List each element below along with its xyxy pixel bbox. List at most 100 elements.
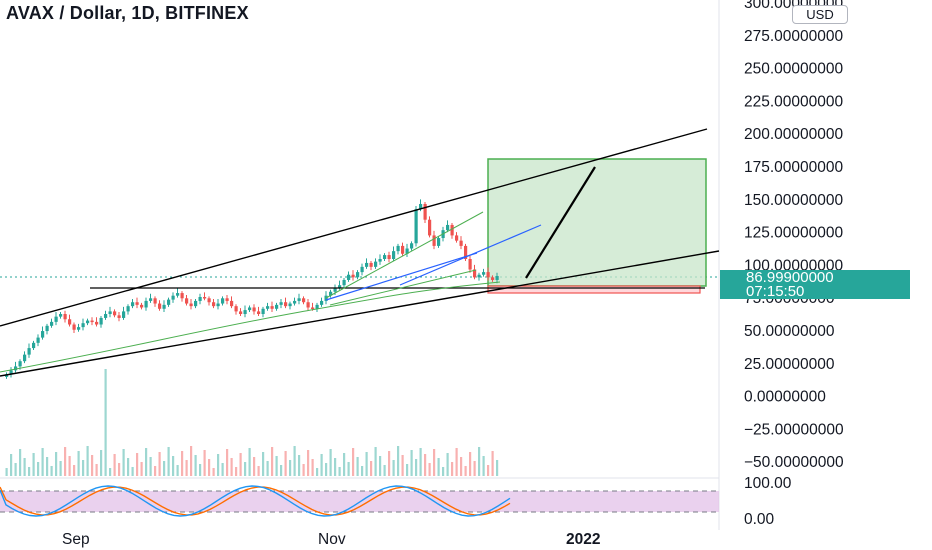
candle — [261, 308, 265, 315]
volume-bar — [55, 452, 58, 476]
candle — [495, 276, 499, 280]
price-tick-label: 125.00000000 — [744, 225, 844, 242]
volume-bar — [248, 448, 251, 476]
volume-bar — [14, 463, 17, 476]
candle — [392, 251, 396, 259]
volume-bar — [325, 463, 328, 476]
stoch-rsi-pane — [0, 485, 719, 517]
time-tick-label: Sep — [62, 531, 90, 548]
volume-bar — [28, 467, 31, 476]
volume-bar — [293, 446, 296, 476]
candle — [68, 319, 72, 325]
candle — [95, 321, 99, 325]
volume-bar — [352, 448, 355, 476]
volume-bar — [415, 459, 418, 476]
candle — [401, 245, 405, 254]
drawing-lines — [0, 128, 720, 377]
volume-bar — [172, 456, 175, 476]
target-zone — [487, 158, 707, 287]
candle — [108, 311, 112, 315]
candle — [176, 293, 180, 296]
volume-bar — [77, 451, 80, 476]
volume-bar — [100, 450, 103, 476]
candle — [113, 311, 117, 316]
candle — [171, 295, 175, 300]
volume-bar — [239, 453, 242, 476]
volume-bar — [347, 462, 350, 476]
candle — [306, 302, 310, 308]
price-tick-label: 200.00000000 — [744, 126, 844, 143]
candle — [239, 311, 243, 315]
volume-bars — [5, 369, 499, 476]
candle — [338, 285, 342, 288]
volume-bar — [383, 465, 386, 476]
candle — [144, 300, 148, 308]
candle — [243, 310, 247, 315]
candle — [437, 238, 441, 246]
volume-bar — [482, 456, 485, 476]
candle — [342, 279, 346, 286]
volume-bar — [410, 450, 413, 476]
candle — [378, 259, 382, 262]
volume-bar — [374, 447, 377, 476]
volume-bar — [262, 452, 265, 476]
volume-bar — [379, 456, 382, 476]
volume-bar — [104, 369, 107, 476]
volume-bar — [212, 468, 215, 476]
candle — [365, 262, 369, 267]
candle — [410, 243, 414, 249]
time-axis[interactable]: Sep Nov 2022 — [62, 531, 600, 548]
volume-bar — [82, 460, 85, 476]
candle — [117, 315, 121, 318]
volume-bar — [194, 455, 197, 476]
volume-bar — [154, 466, 157, 476]
volume-bar — [428, 463, 431, 476]
volume-bar — [329, 449, 332, 476]
bar-countdown: 07:15:50 — [746, 283, 805, 300]
candle — [297, 298, 301, 301]
volume-bar — [127, 458, 130, 476]
time-tick-label: Nov — [318, 531, 346, 548]
candle — [86, 320, 90, 324]
volume-bar — [365, 452, 368, 476]
volume-bar — [478, 447, 481, 476]
candle — [180, 293, 184, 299]
volume-bar — [244, 462, 247, 476]
currency-selector[interactable]: USD — [792, 5, 848, 24]
candle — [18, 361, 22, 367]
volume-bar — [140, 462, 143, 476]
volume-bar — [136, 453, 139, 476]
candle — [207, 298, 211, 303]
candle — [275, 304, 279, 309]
rising-channel-upper — [0, 128, 708, 327]
candle — [351, 274, 355, 278]
candle — [284, 302, 288, 307]
volume-bar — [208, 459, 211, 476]
volume-bar — [469, 452, 472, 476]
candle — [423, 203, 427, 220]
candle — [257, 311, 261, 315]
candle — [446, 224, 450, 231]
candle — [324, 295, 328, 301]
candle — [126, 306, 130, 312]
price-tick-label: −50.00000000 — [744, 454, 844, 471]
price-tick-label: 50.00000000 — [744, 323, 835, 340]
volume-bar — [145, 448, 148, 476]
candle — [333, 287, 337, 292]
volume-bar — [163, 461, 166, 476]
projection-line — [525, 166, 596, 279]
stop-zone — [487, 285, 701, 294]
stoch-d-line — [0, 486, 511, 516]
price-axis[interactable]: 300.00000000275.00000000250.00000000225.… — [744, 0, 844, 528]
candle — [36, 337, 40, 343]
candle — [72, 324, 76, 330]
candle — [216, 303, 220, 307]
volume-bar — [217, 454, 220, 476]
volume-bar — [109, 468, 112, 476]
volume-bar — [10, 454, 13, 476]
candle — [54, 316, 58, 322]
candle — [198, 296, 202, 301]
candle — [455, 235, 459, 241]
candle — [63, 314, 67, 320]
volume-bar — [356, 457, 359, 476]
